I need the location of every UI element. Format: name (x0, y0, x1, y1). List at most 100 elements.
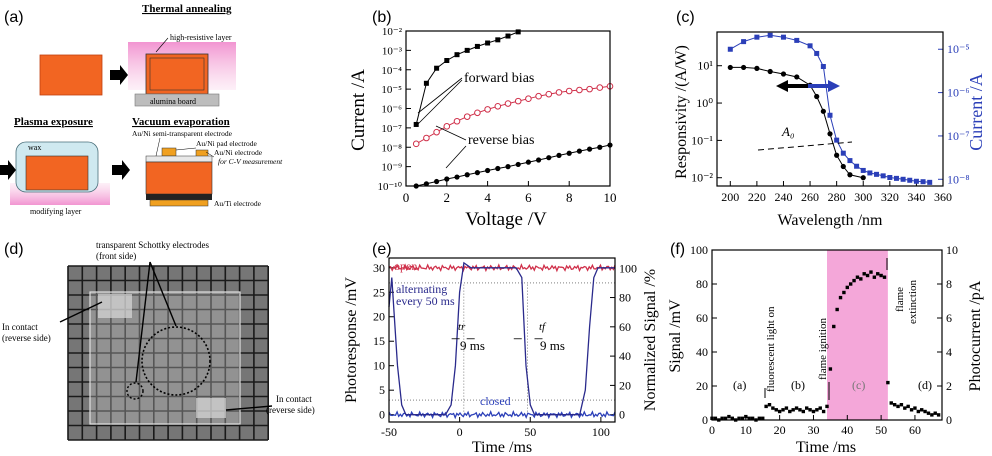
electrode-cv-label-2: for C-V measurement (218, 157, 283, 166)
c-axes-frame (716, 31, 944, 187)
c-point-1 (900, 176, 906, 182)
c-a0-label: A₀ (781, 124, 794, 139)
c-ylabel: Responsivity /(A/W) (673, 45, 690, 179)
bottom-layer (146, 194, 212, 200)
b-point-0 (495, 37, 501, 43)
e-ytick-label: 15 (373, 334, 385, 348)
c-point-0 (727, 64, 733, 71)
b-point-2 (515, 161, 521, 168)
f-point (852, 278, 856, 283)
f-point (838, 295, 843, 300)
f-flame-label: flame (894, 287, 906, 312)
b-point-1 (504, 100, 512, 107)
b-point-1 (474, 109, 481, 117)
b-point-2 (454, 174, 460, 180)
schottky-label: transparent Schottky electrodes (96, 240, 209, 250)
f-point (909, 408, 914, 412)
e-xtick-label: 50 (524, 425, 536, 439)
f-ylabel: Signal /mV (667, 299, 684, 373)
b-xtick-label: 0 (403, 190, 410, 205)
b-point-1 (463, 113, 471, 120)
pad-electrode (161, 147, 177, 157)
f-point (740, 416, 745, 420)
f-point (757, 416, 762, 420)
f-region-c: (c) (852, 378, 865, 392)
b-point-1 (453, 117, 461, 125)
f-point (920, 408, 924, 412)
f-point (916, 409, 921, 414)
thermal-annealing-title: Thermal annealing (142, 3, 232, 15)
f-point (821, 409, 826, 414)
e-xlabel: Time /ms (472, 439, 532, 456)
pointer-2 (175, 147, 197, 151)
e-ticks: -50 0 50 100 0 5 10 15 20 25 30 0 20 40 60 80 100 (373, 261, 637, 439)
c-point-1 (927, 179, 933, 185)
f-point (926, 411, 931, 415)
panel-d-label: (d) (4, 241, 24, 258)
c-point-0 (827, 131, 833, 137)
c-ticks: 200 220 240 260 280 300 320 340 360 10¹ 10⁰ 10⁻¹ 10⁻… (691, 42, 969, 204)
c-right-arrow-icon (808, 80, 840, 92)
f-y2tick-label: 4 (946, 345, 952, 359)
f-point (855, 275, 860, 279)
c-point-0 (780, 71, 787, 77)
b-point-0 (464, 47, 470, 53)
b-point-0 (413, 121, 419, 127)
c-point-1 (814, 50, 820, 56)
c-xtick-label: 220 (748, 190, 766, 204)
c-marks (727, 32, 933, 185)
f-point (737, 416, 741, 420)
c-ytick-label: 10⁻¹ (691, 133, 713, 147)
e-xtick-label: -50 (381, 425, 397, 439)
f-point (747, 416, 751, 420)
c-point-1 (827, 112, 833, 118)
annealing-pointer (155, 37, 169, 53)
c-point-1 (854, 163, 860, 169)
f-point (791, 408, 795, 412)
e-ytick-label: 0 (379, 408, 385, 422)
f-xlabel: Time /ms (796, 439, 856, 456)
f-point (896, 404, 900, 409)
b-point-1 (565, 87, 573, 95)
c-y2tick-label: 10⁻⁵ (947, 42, 970, 56)
electrode-auti-label: Au/Ti electrode (214, 199, 262, 208)
b-point-0 (423, 80, 429, 86)
arrow-2-icon (0, 160, 16, 180)
c-point-1 (887, 174, 893, 180)
b-point-2 (597, 144, 603, 150)
f-marks (710, 270, 941, 422)
f-point (899, 403, 904, 407)
f-point (808, 408, 812, 412)
b-point-2 (576, 148, 583, 154)
b-ytick-label: 10⁻⁵ (381, 84, 402, 96)
plasma-sample (25, 155, 89, 191)
c-point-0 (840, 163, 846, 170)
f-point (801, 409, 806, 414)
f-ytick-label: 0 (702, 413, 708, 427)
arrow-1-icon (110, 65, 128, 85)
f-xtick-label: 50 (875, 423, 887, 437)
c-xtick-label: 300 (854, 190, 872, 204)
b-point-2 (495, 165, 501, 172)
e-marks (388, 261, 616, 420)
f-point (845, 285, 849, 290)
f-point (828, 367, 833, 371)
c-series-line-0 (730, 66, 864, 179)
panel-a-label: (a) (4, 9, 24, 26)
b-point-1 (586, 85, 593, 93)
electrode-pad-label: Au/Ni pad electrode (196, 139, 257, 148)
c-point-1 (893, 175, 899, 181)
f-point (815, 408, 819, 412)
f-point (882, 275, 887, 279)
f-y2tick-label: 2 (946, 379, 952, 393)
c-xtick-label: 200 (721, 190, 739, 204)
f-point (848, 282, 853, 286)
e-y2tick-label: 60 (619, 320, 631, 334)
b-axes-frame (405, 30, 611, 187)
c-series-line-1 (730, 34, 930, 183)
f-point (930, 413, 934, 417)
c-xtick-label: 280 (828, 190, 846, 204)
c-xtick-label: 340 (907, 190, 925, 204)
f-point (730, 416, 734, 420)
pointer-3 (205, 151, 215, 158)
